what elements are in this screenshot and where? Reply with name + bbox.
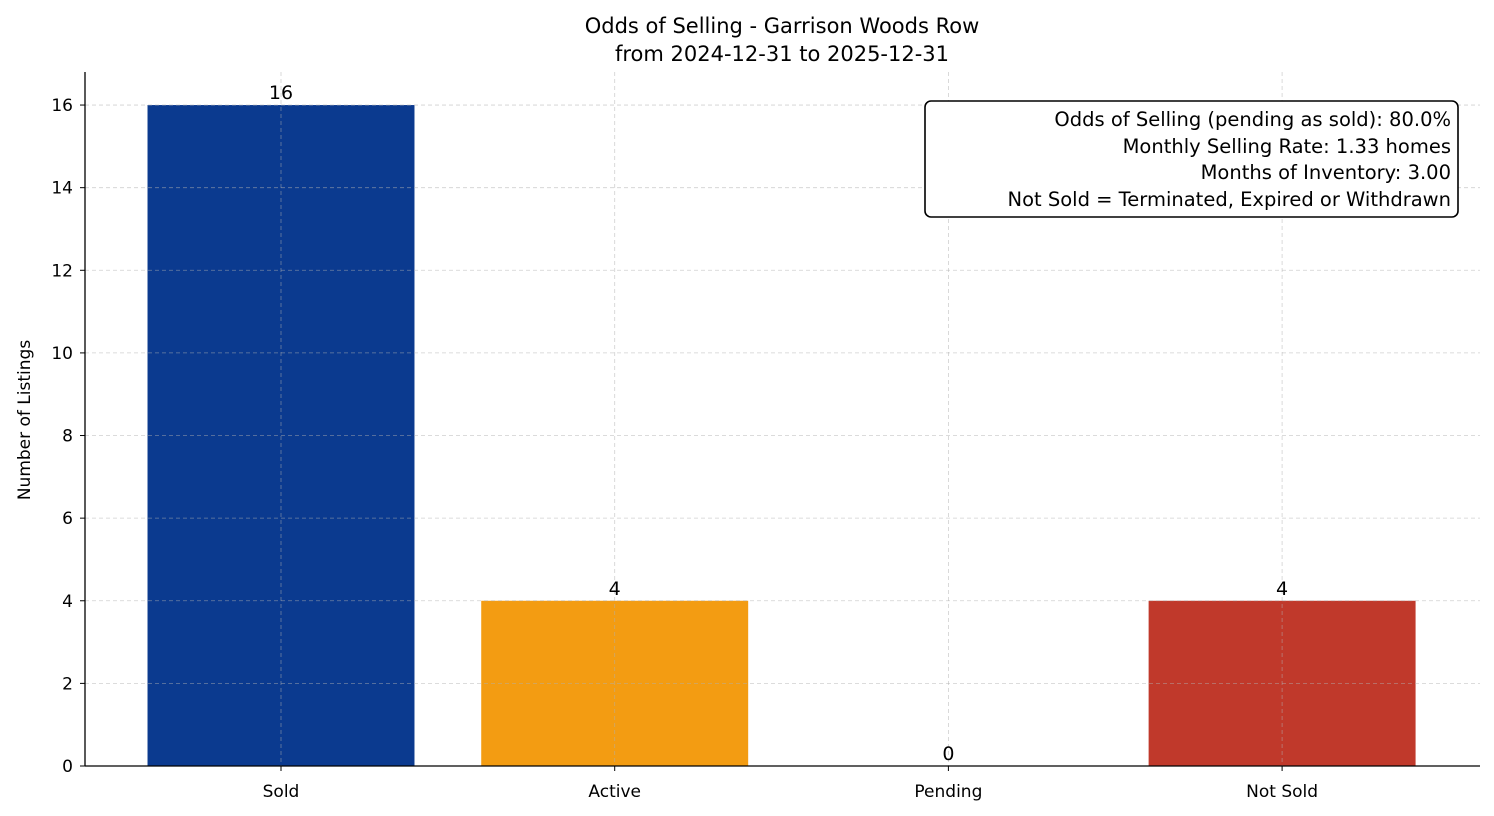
- y-tick-label: 2: [62, 674, 73, 694]
- annotation-odds: Odds of Selling (pending as sold): 80.0%: [1054, 108, 1451, 131]
- data-label: 0: [942, 743, 954, 765]
- x-tick-label: Not Sold: [1246, 782, 1318, 802]
- annotation-box: Odds of Selling (pending as sold): 80.0%…: [924, 100, 1459, 218]
- y-tick-label: 4: [62, 592, 73, 612]
- y-tick-label: 6: [62, 509, 73, 529]
- data-label: 4: [1276, 578, 1288, 600]
- annotation-rate: Monthly Selling Rate: 1.33 homes: [1123, 135, 1451, 158]
- data-label: 4: [609, 578, 621, 600]
- y-tick-label: 12: [51, 261, 73, 281]
- y-tick-label: 16: [51, 96, 73, 116]
- chart-title: Odds of Selling - Garrison Woods Row: [585, 14, 980, 38]
- annotation-note: Not Sold = Terminated, Expired or Withdr…: [1007, 188, 1451, 211]
- y-tick-label: 8: [62, 427, 73, 447]
- data-label: 16: [269, 82, 293, 104]
- y-axis-label: Number of Listings: [15, 340, 35, 500]
- chart-subtitle: from 2024-12-31 to 2025-12-31: [615, 42, 949, 66]
- x-tick-label: Active: [588, 782, 641, 802]
- annotation-inventory: Months of Inventory: 3.00: [1201, 161, 1451, 184]
- y-tick-label: 10: [51, 344, 73, 364]
- y-tick-label: 14: [51, 179, 73, 199]
- x-tick-label: Pending: [914, 782, 982, 802]
- x-tick-label: Sold: [263, 782, 300, 802]
- y-tick-label: 0: [62, 757, 73, 777]
- annotation-frame: [924, 100, 1459, 218]
